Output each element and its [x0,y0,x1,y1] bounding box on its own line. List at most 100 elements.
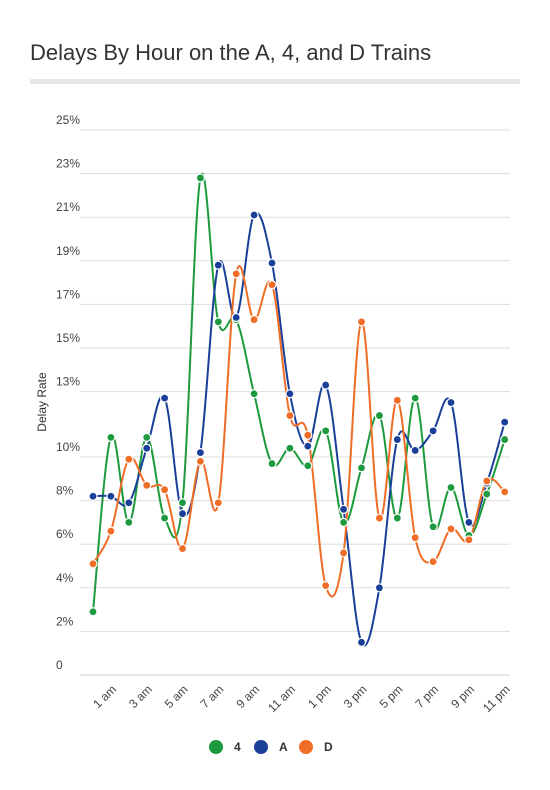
data-point-D[interactable] [160,485,170,495]
legend-marker-D[interactable] [299,740,313,754]
data-point-4[interactable] [392,513,402,523]
data-point-A[interactable] [195,448,205,458]
legend-marker-A[interactable] [254,740,268,754]
data-point-4[interactable] [446,482,456,493]
data-point-A[interactable] [446,397,456,408]
data-point-D[interactable] [410,533,420,543]
data-point-D[interactable] [231,269,241,279]
x-tick-label: 9 am [233,682,262,711]
data-point-D[interactable] [213,498,223,508]
x-tick-label: 5 am [162,682,191,711]
x-axis-ticks: 1 am 3 am 5 am 7 am 9 am 11 am 1 pm 3 pm 5 pm 7 p… [90,682,513,715]
legend-label[interactable]: A [279,740,288,754]
data-point-D[interactable] [428,557,438,567]
data-point-4[interactable] [285,443,295,453]
y-tick-label: 17% [56,287,80,301]
x-tick-label: 11 am [265,682,298,715]
data-point-D[interactable] [249,315,259,325]
x-tick-label: 1 pm [305,682,334,711]
y-axis-title: Delay Rate [35,372,49,432]
data-point-A[interactable] [231,312,241,323]
data-point-A[interactable] [177,509,188,519]
title-divider [30,79,520,84]
data-point-4[interactable] [410,393,420,403]
data-point-A[interactable] [124,498,134,508]
data-point-A[interactable] [392,434,402,445]
data-point-D[interactable] [285,410,295,421]
data-point-A[interactable] [303,441,313,451]
data-point-A[interactable] [142,443,152,453]
data-point-D[interactable] [321,581,331,591]
data-point-A[interactable] [285,389,295,399]
y-tick-label: 21% [56,200,80,214]
data-point-A[interactable] [410,445,420,456]
data-point-4[interactable] [213,317,223,327]
x-tick-label: 3 am [126,682,155,711]
y-tick-label: 6% [56,527,74,541]
data-point-A[interactable] [464,517,474,528]
data-point-D[interactable] [267,280,277,290]
data-point-4[interactable] [356,463,367,473]
data-point-4[interactable] [177,498,188,508]
data-point-D[interactable] [374,513,384,523]
data-point-4[interactable] [339,517,349,528]
data-point-4[interactable] [321,426,331,436]
x-tick-label: 3 pm [341,682,370,711]
data-point-4[interactable] [500,434,510,445]
gridlines [80,129,510,676]
data-point-4[interactable] [267,458,277,469]
data-point-D[interactable] [500,487,510,497]
data-point-4[interactable] [195,173,205,183]
data-point-A[interactable] [356,637,367,647]
data-point-4[interactable] [88,607,98,617]
x-tick-label: 1 am [90,682,119,711]
data-point-D[interactable] [177,543,188,554]
x-tick-label: 7 pm [412,682,441,711]
data-point-4[interactable] [482,489,492,499]
data-point-D[interactable] [392,395,402,405]
data-point-D[interactable] [464,535,474,545]
data-point-D[interactable] [303,430,313,440]
data-point-D[interactable] [106,526,116,536]
series-line-4 [92,173,506,612]
data-point-A[interactable] [374,583,384,593]
legend-marker-4[interactable] [209,740,223,754]
legend-label[interactable]: 4 [234,740,241,754]
legend: 4 A D [209,740,333,754]
data-point-D[interactable] [356,317,367,327]
data-point-A[interactable] [428,426,438,436]
data-point-4[interactable] [303,461,313,471]
data-point-D[interactable] [482,476,492,486]
data-point-A[interactable] [500,417,510,427]
series-points [88,173,510,647]
data-point-4[interactable] [428,522,438,532]
data-point-4[interactable] [106,432,116,442]
data-point-D[interactable] [195,456,205,466]
data-point-A[interactable] [267,258,277,268]
data-point-4[interactable] [374,410,384,421]
data-point-4[interactable] [249,389,259,399]
data-point-4[interactable] [160,513,170,523]
data-point-A[interactable] [213,260,223,270]
y-tick-label: 8% [56,484,74,498]
data-point-D[interactable] [142,480,152,490]
data-point-4[interactable] [124,517,134,528]
data-point-4[interactable] [142,432,152,442]
data-point-A[interactable] [106,491,116,501]
data-point-A[interactable] [88,491,98,501]
data-point-A[interactable] [339,504,349,514]
data-point-D[interactable] [446,524,456,534]
data-point-A[interactable] [160,393,170,403]
data-point-A[interactable] [321,380,331,390]
legend-label[interactable]: D [324,740,333,754]
data-point-D[interactable] [88,559,98,569]
y-tick-label: 4% [56,571,74,585]
data-point-D[interactable] [124,454,134,464]
series-line-D [92,265,506,598]
y-tick-label: 13% [56,375,80,389]
data-point-A[interactable] [249,210,259,220]
data-point-D[interactable] [339,548,349,558]
series-lines [92,173,506,647]
y-tick-label: 10% [56,440,80,454]
